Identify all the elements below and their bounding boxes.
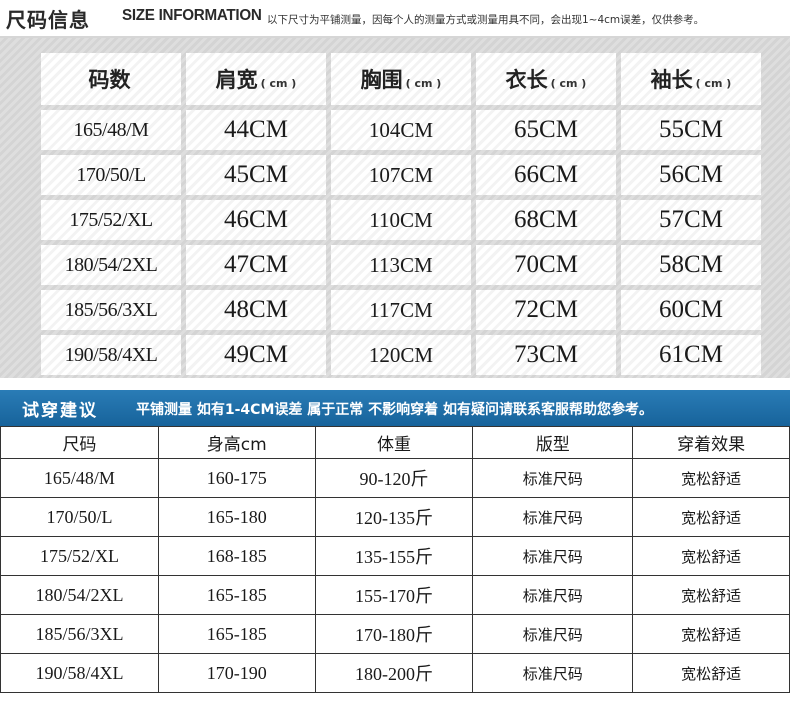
sleeve-cell: 58CM — [621, 245, 761, 285]
fit-table-row: 165/48/M 160-175 90-120斤 标准尺码 宽松舒适 — [0, 458, 790, 498]
fit-weight-cell: 120-135斤 — [314, 497, 474, 537]
shoulder-cell: 49CM — [186, 335, 326, 375]
chest-cell: 117CM — [331, 290, 471, 330]
header-title-cn: 尺码信息 — [6, 8, 90, 32]
length-cell: 73CM — [476, 335, 616, 375]
fit-effect-cell: 宽松舒适 — [632, 458, 790, 498]
sleeve-cell: 55CM — [621, 110, 761, 150]
size-cell: 185/56/3XL — [41, 290, 181, 330]
fit-height-cell: 160-175 — [157, 458, 316, 498]
fit-weight-cell: 90-120斤 — [314, 458, 474, 498]
shoulder-cell: 46CM — [186, 200, 326, 240]
size-table-panel: 码数 肩宽( cm ) 胸围( cm ) 衣长( cm ) 袖长( cm ) 1… — [0, 38, 790, 378]
size-info-header: 尺码信息 SIZE INFORMATION 以下尺寸为平铺测量，因每个人的测量方… — [0, 0, 790, 38]
fit-cut-cell: 标准尺码 — [472, 653, 634, 693]
size-table-row: 165/48/M 44CM 104CM 65CM 55CM — [41, 110, 761, 150]
fit-weight-cell: 180-200斤 — [314, 653, 474, 693]
fit-cut-cell: 标准尺码 — [472, 458, 634, 498]
fit-effect-cell: 宽松舒适 — [632, 575, 790, 615]
shoulder-col-header: 肩宽( cm ) — [186, 53, 326, 105]
fit-size-cell: 190/58/4XL — [0, 653, 159, 693]
fit-size-header: 尺码 — [0, 426, 159, 459]
size-table-row: 185/56/3XL 48CM 117CM 72CM 60CM — [41, 290, 761, 330]
length-cell: 72CM — [476, 290, 616, 330]
fit-table-row: 180/54/2XL 165-185 155-170斤 标准尺码 宽松舒适 — [0, 575, 790, 615]
fit-height-header: 身高cm — [157, 426, 316, 459]
fit-effect-cell: 宽松舒适 — [632, 536, 790, 576]
length-col-header: 衣长( cm ) — [476, 53, 616, 105]
fit-size-cell: 175/52/XL — [0, 536, 159, 576]
sleeve-cell: 56CM — [621, 155, 761, 195]
chest-cell: 113CM — [331, 245, 471, 285]
fit-weight-cell: 155-170斤 — [314, 575, 474, 615]
header-title-en: SIZE INFORMATION — [122, 7, 262, 24]
fit-size-cell: 170/50/L — [0, 497, 159, 537]
fit-size-cell: 185/56/3XL — [0, 614, 159, 654]
size-table-header-row: 码数 肩宽( cm ) 胸围( cm ) 衣长( cm ) 袖长( cm ) — [41, 53, 761, 105]
size-cell: 190/58/4XL — [41, 335, 181, 375]
shoulder-cell: 48CM — [186, 290, 326, 330]
fit-weight-header: 体重 — [314, 426, 474, 459]
chest-cell: 120CM — [331, 335, 471, 375]
fit-weight-cell: 135-155斤 — [314, 536, 474, 576]
length-cell: 65CM — [476, 110, 616, 150]
fit-advice-note: 平铺测量 如有1-4CM误差 属于正常 不影响穿着 如有疑问请联系客服帮助您参考… — [136, 402, 653, 418]
fit-cut-cell: 标准尺码 — [472, 614, 634, 654]
size-col-header: 码数 — [41, 53, 181, 105]
fit-effect-header: 穿着效果 — [632, 426, 790, 459]
fit-height-cell: 170-190 — [157, 653, 316, 693]
fit-advice-title: 试穿建议 — [22, 401, 98, 421]
shoulder-cell: 44CM — [186, 110, 326, 150]
fit-table-row: 170/50/L 165-180 120-135斤 标准尺码 宽松舒适 — [0, 497, 790, 537]
sleeve-cell: 57CM — [621, 200, 761, 240]
header-note: 以下尺寸为平铺测量，因每个人的测量方式或测量用具不同，会出现1~4cm误差，仅供… — [267, 14, 705, 26]
shoulder-cell: 47CM — [186, 245, 326, 285]
length-cell: 70CM — [476, 245, 616, 285]
fit-table-row: 185/56/3XL 165-185 170-180斤 标准尺码 宽松舒适 — [0, 614, 790, 654]
size-cell: 170/50/L — [41, 155, 181, 195]
fit-effect-cell: 宽松舒适 — [632, 614, 790, 654]
size-table-row: 180/54/2XL 47CM 113CM 70CM 58CM — [41, 245, 761, 285]
fit-size-cell: 165/48/M — [0, 458, 159, 498]
chest-col-header: 胸围( cm ) — [331, 53, 471, 105]
fit-cut-cell: 标准尺码 — [472, 536, 634, 576]
fit-table-header-row: 尺码 身高cm 体重 版型 穿着效果 — [0, 426, 790, 459]
fit-height-cell: 168-185 — [157, 536, 316, 576]
fit-height-cell: 165-185 — [157, 614, 316, 654]
fit-cut-header: 版型 — [472, 426, 634, 459]
fit-table-row: 175/52/XL 168-185 135-155斤 标准尺码 宽松舒适 — [0, 536, 790, 576]
sleeve-col-header: 袖长( cm ) — [621, 53, 761, 105]
fit-height-cell: 165-185 — [157, 575, 316, 615]
size-cell: 175/52/XL — [41, 200, 181, 240]
fit-cut-cell: 标准尺码 — [472, 497, 634, 537]
size-table: 码数 肩宽( cm ) 胸围( cm ) 衣长( cm ) 袖长( cm ) 1… — [36, 48, 766, 380]
header-divider — [0, 36, 790, 38]
fit-effect-cell: 宽松舒适 — [632, 653, 790, 693]
fit-cut-cell: 标准尺码 — [472, 575, 634, 615]
size-table-row: 190/58/4XL 49CM 120CM 73CM 61CM — [41, 335, 761, 375]
size-table-row: 170/50/L 45CM 107CM 66CM 56CM — [41, 155, 761, 195]
length-cell: 68CM — [476, 200, 616, 240]
sleeve-cell: 61CM — [621, 335, 761, 375]
fit-weight-cell: 170-180斤 — [314, 614, 474, 654]
fit-size-cell: 180/54/2XL — [0, 575, 159, 615]
fit-effect-cell: 宽松舒适 — [632, 497, 790, 537]
size-cell: 180/54/2XL — [41, 245, 181, 285]
fit-table: 尺码 身高cm 体重 版型 穿着效果 165/48/M 160-175 90-120… — [0, 426, 790, 693]
length-cell: 66CM — [476, 155, 616, 195]
chest-cell: 107CM — [331, 155, 471, 195]
sleeve-cell: 60CM — [621, 290, 761, 330]
size-cell: 165/48/M — [41, 110, 181, 150]
shoulder-cell: 45CM — [186, 155, 326, 195]
fit-table-row: 190/58/4XL 170-190 180-200斤 标准尺码 宽松舒适 — [0, 653, 790, 693]
chest-cell: 104CM — [331, 110, 471, 150]
chest-cell: 110CM — [331, 200, 471, 240]
fit-advice-banner: 试穿建议 平铺测量 如有1-4CM误差 属于正常 不影响穿着 如有疑问请联系客服… — [0, 390, 790, 426]
size-table-row: 175/52/XL 46CM 110CM 68CM 57CM — [41, 200, 761, 240]
fit-height-cell: 165-180 — [157, 497, 316, 537]
